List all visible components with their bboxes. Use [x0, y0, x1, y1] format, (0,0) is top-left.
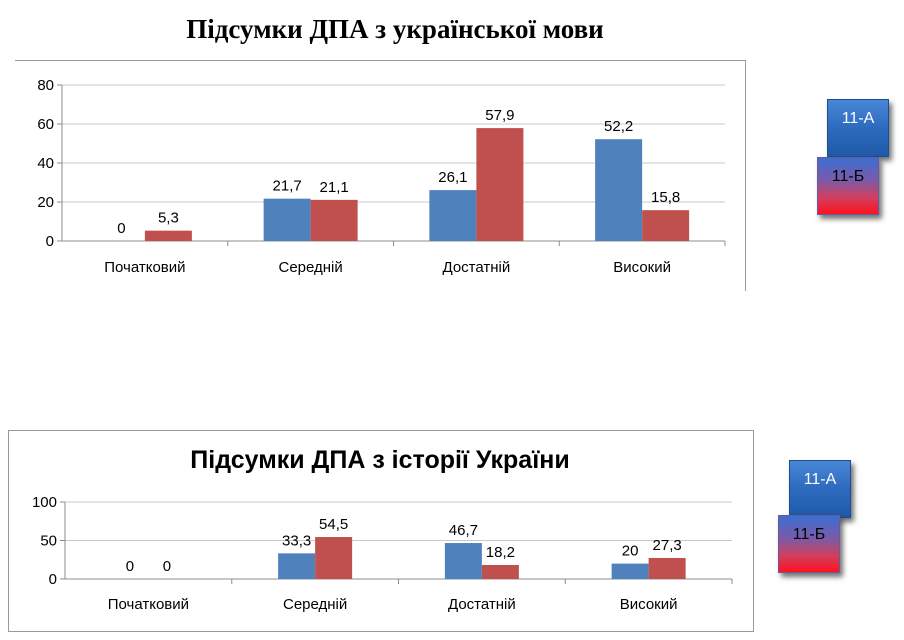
y-tick-label: 0: [49, 571, 57, 588]
bar-11b: [144, 230, 192, 241]
y-tick-label: 50: [40, 533, 57, 550]
bar-11a: [611, 563, 649, 579]
data-label: 5,3: [158, 210, 179, 227]
y-tick-label: 80: [37, 77, 54, 94]
category-label: Високий: [620, 596, 678, 613]
data-label: 20: [622, 543, 639, 560]
data-label: 46,7: [449, 522, 478, 539]
category-label: Достатній: [448, 596, 516, 613]
chart-1-title: Підсумки ДПА з української мови: [186, 14, 604, 44]
category-label: Достатній: [443, 259, 511, 276]
category-label: Високий: [613, 259, 671, 276]
bar-11a: [278, 553, 316, 579]
y-tick-label: 20: [37, 194, 54, 211]
bar-11b: [315, 537, 353, 579]
bar-11b: [648, 557, 686, 579]
data-label: 18,2: [486, 544, 515, 561]
data-label: 52,2: [604, 118, 633, 135]
data-label: 21,1: [320, 179, 349, 196]
data-label: 57,9: [485, 107, 514, 124]
y-tick-label: 0: [46, 233, 54, 250]
chart-2-legend-11b: 11-Б: [778, 515, 840, 573]
category-label: Середній: [283, 596, 347, 613]
bar-11b: [642, 210, 690, 241]
bar-11a: [444, 543, 482, 579]
category-label: Середній: [278, 259, 342, 276]
chart-1-legend-11a: 11-А: [827, 99, 889, 157]
y-tick-label: 40: [37, 155, 54, 172]
data-label: 33,3: [282, 532, 311, 549]
bar-11a: [595, 139, 643, 241]
category-label: Початковий: [108, 596, 189, 613]
bar-11b: [481, 564, 519, 579]
data-label: 0: [163, 558, 171, 575]
data-label: 0: [126, 558, 134, 575]
bar-11b: [476, 128, 524, 241]
data-label: 54,5: [319, 516, 348, 533]
chart-2-frame: [8, 430, 754, 632]
y-tick-label: 60: [37, 116, 54, 133]
data-label: 21,7: [273, 178, 302, 195]
bar-11a: [429, 190, 477, 241]
chart-2-legend-11a: 11-А: [789, 460, 851, 518]
chart-2-title: Підсумки ДПА з історії України: [190, 446, 570, 474]
data-label: 27,3: [653, 537, 682, 554]
data-label: 26,1: [438, 169, 467, 186]
bar-11b: [310, 199, 358, 241]
bar-11a: [263, 198, 311, 241]
data-label: 15,8: [651, 189, 680, 206]
chart-1-legend-11b: 11-Б: [817, 157, 879, 215]
category-label: Початковий: [104, 259, 185, 276]
y-tick-label: 100: [32, 494, 57, 511]
data-label: 0: [117, 220, 125, 237]
